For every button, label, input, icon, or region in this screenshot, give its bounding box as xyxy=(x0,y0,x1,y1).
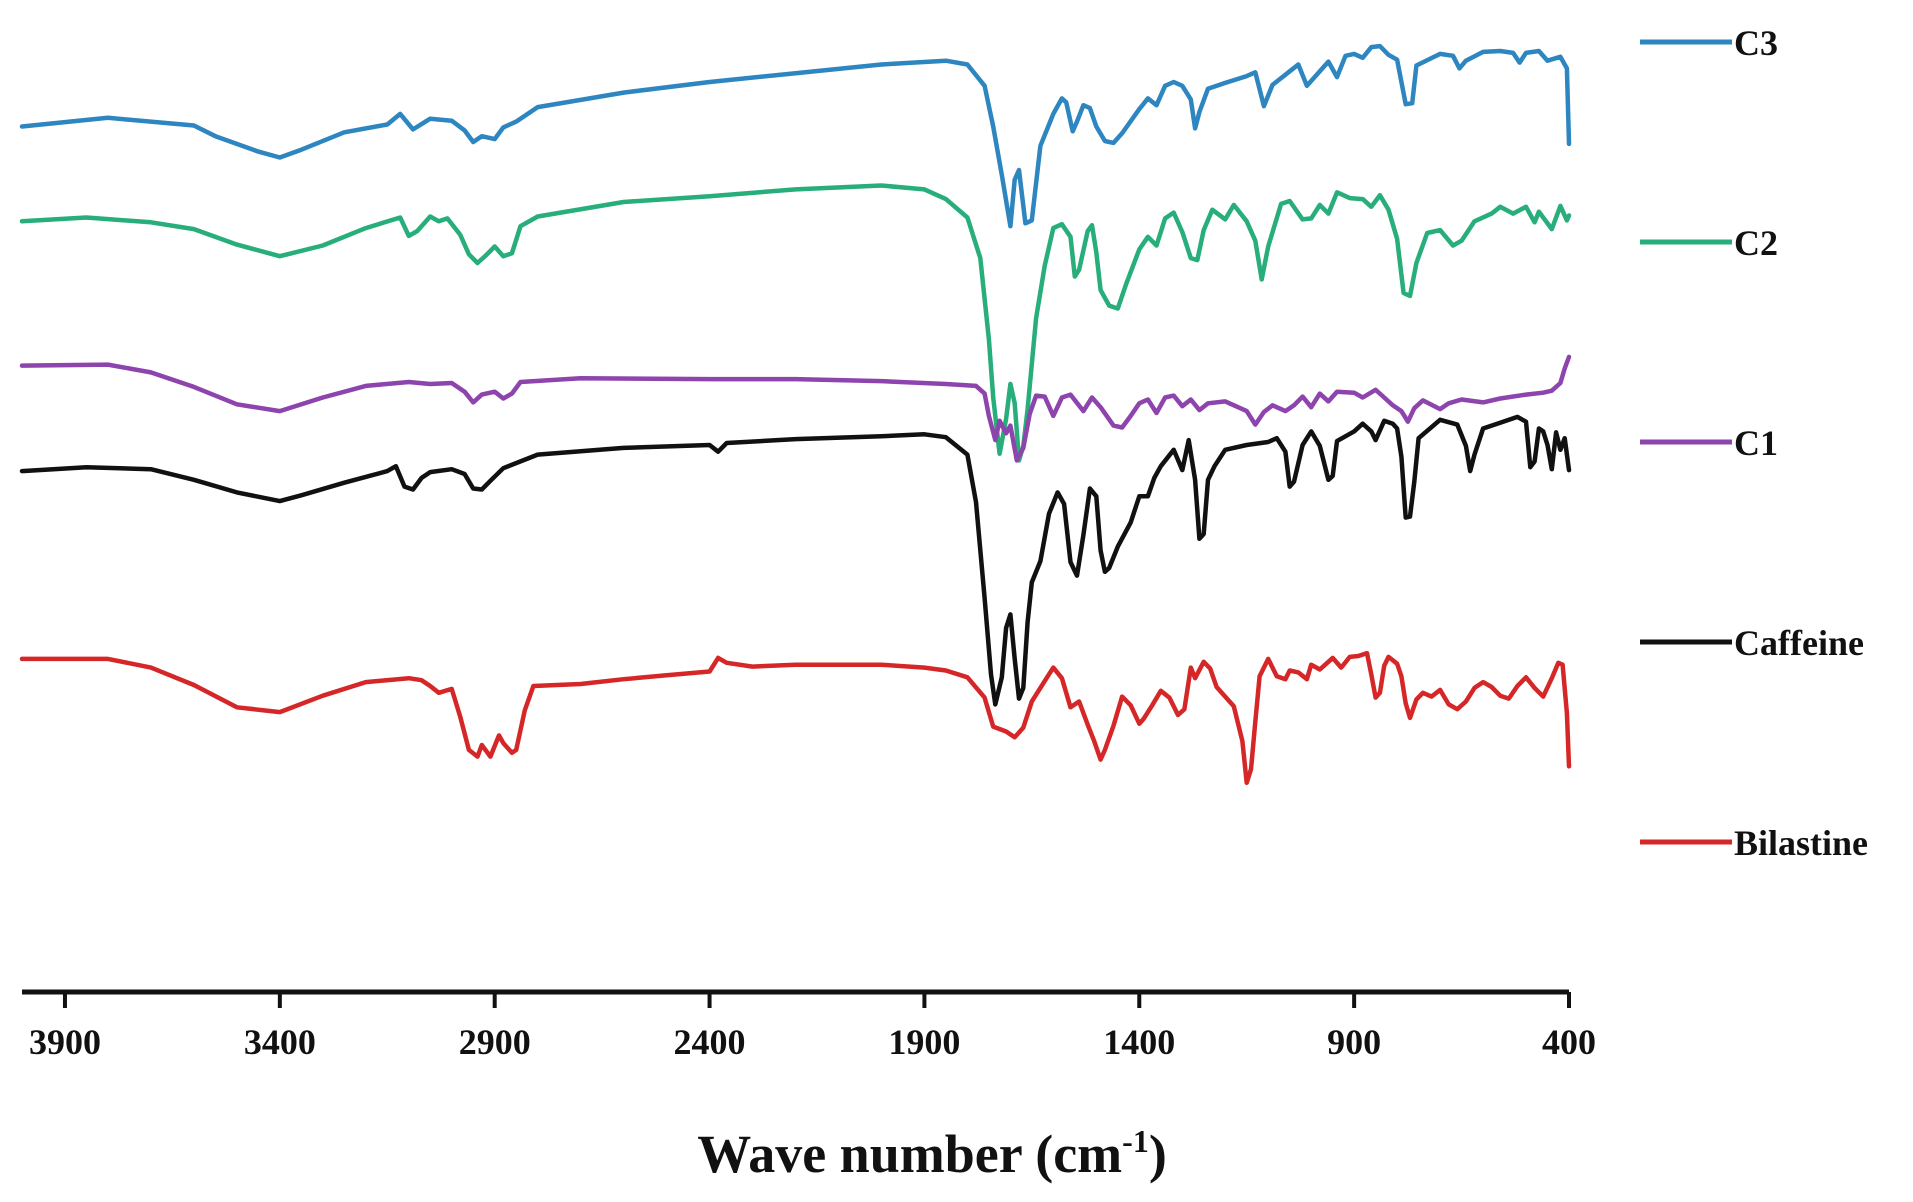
x-tick-label: 3400 xyxy=(244,1022,316,1062)
x-tick-label: 2400 xyxy=(674,1022,746,1062)
x-axis-title-main: Wave number (cm xyxy=(697,1124,1122,1184)
series-layer xyxy=(19,43,1572,786)
series-line-c3 xyxy=(19,43,1572,229)
series-line-c1 xyxy=(19,354,1572,463)
series-line-caffeine xyxy=(19,414,1572,707)
x-axis-ticks: 3900 3400 2900 2400 1900 1400 900 400 xyxy=(29,992,1596,1062)
series-line-c2 xyxy=(19,183,1572,463)
legend-label-bilastine: Bilastine xyxy=(1734,823,1868,863)
x-tick-label: 3900 xyxy=(29,1022,101,1062)
x-axis-title-superscript: -1 xyxy=(1122,1123,1149,1159)
legend-label-c2: C2 xyxy=(1734,223,1778,263)
x-tick-label: 2900 xyxy=(459,1022,531,1062)
legend-label-c1: C1 xyxy=(1734,423,1778,463)
x-tick-label: 900 xyxy=(1327,1022,1381,1062)
legend-label-caffeine: Caffeine xyxy=(1734,623,1864,663)
x-tick-label: 1900 xyxy=(888,1022,960,1062)
x-tick-label: 1400 xyxy=(1103,1022,1175,1062)
legend-label-c3: C3 xyxy=(1734,23,1778,63)
x-tick-label: 400 xyxy=(1542,1022,1596,1062)
series-line-bilastine xyxy=(19,650,1572,786)
x-axis-title-close: ) xyxy=(1149,1124,1167,1184)
x-axis-title: Wave number (cm-1) xyxy=(697,1123,1167,1184)
legend: C3 C2 C1 Caffeine Bilastine xyxy=(1640,23,1868,863)
